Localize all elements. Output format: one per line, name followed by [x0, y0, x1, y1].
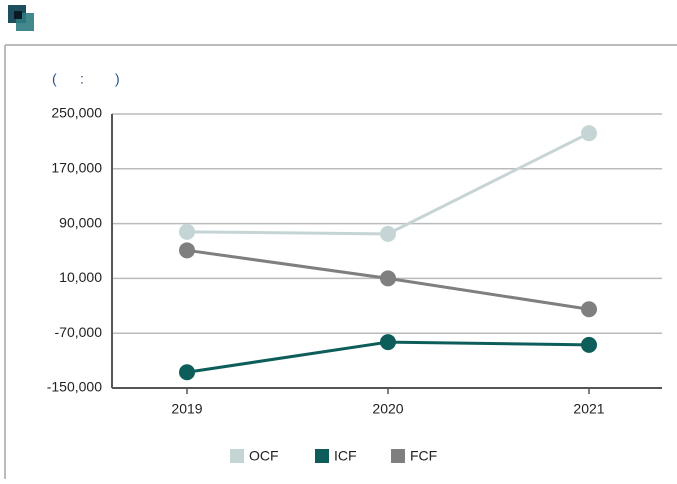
x-tick-label: 2021	[573, 401, 604, 417]
point	[380, 334, 396, 351]
point	[179, 242, 195, 259]
subtitle: ( : )	[52, 71, 120, 87]
point	[581, 125, 597, 142]
y-tick-label: -150,000	[47, 379, 102, 395]
point	[380, 225, 396, 242]
y-tick-label: 170,000	[51, 160, 102, 176]
point	[179, 223, 195, 240]
series-line	[186, 131, 590, 236]
point	[581, 301, 597, 318]
y-tick-label: 250,000	[51, 105, 102, 121]
point	[179, 364, 195, 381]
point	[380, 270, 396, 287]
legend-label: OCF	[249, 448, 279, 464]
y-tick-label: 90,000	[59, 214, 102, 230]
legend-label: FCF	[410, 448, 437, 464]
x-tick-label: 2020	[372, 401, 403, 417]
legend-swatch	[391, 449, 405, 463]
legend-swatch	[230, 449, 244, 463]
logo	[14, 11, 22, 19]
x-tick-label: 2019	[171, 401, 202, 417]
y-tick-label: 10,000	[59, 269, 102, 285]
point	[581, 336, 597, 353]
legend-swatch	[315, 449, 329, 463]
legend-label: ICF	[334, 448, 357, 464]
y-tick-label: -70,000	[55, 324, 103, 340]
